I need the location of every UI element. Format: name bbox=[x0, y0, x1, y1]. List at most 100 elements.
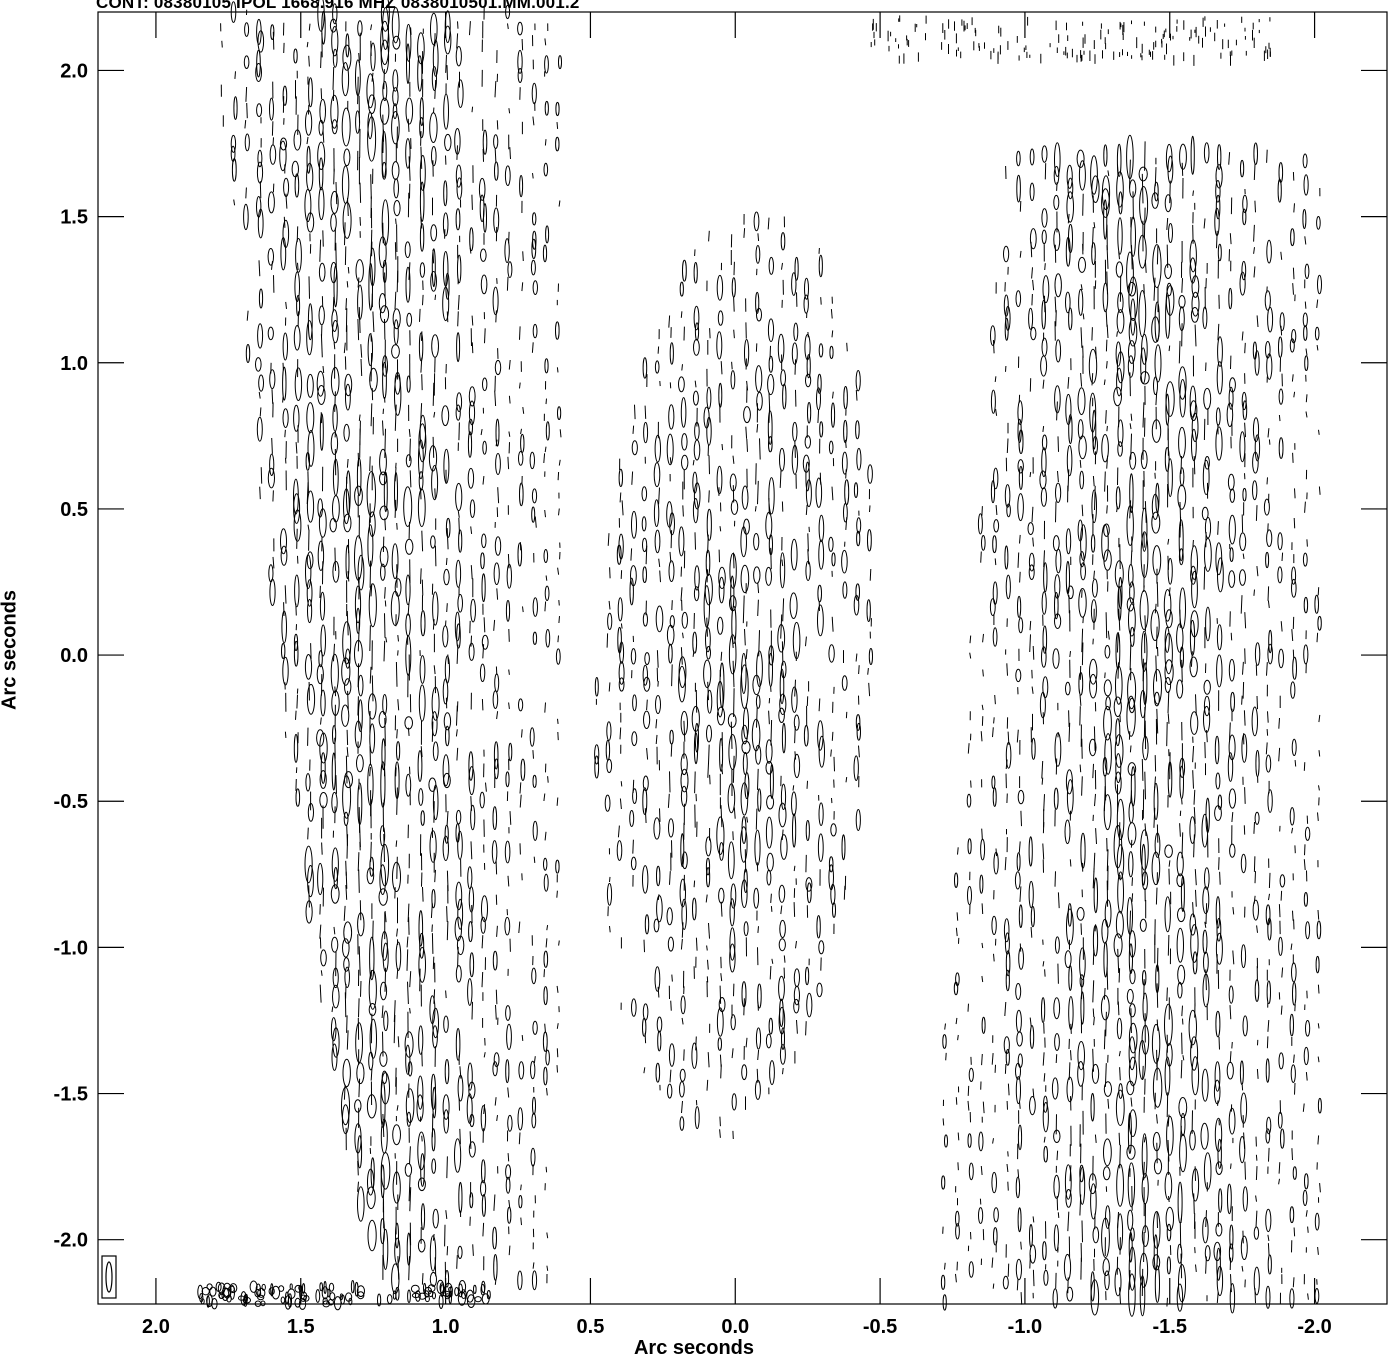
contour-segment bbox=[957, 847, 959, 855]
contour-ellipse bbox=[740, 826, 748, 863]
contour-ellipse bbox=[391, 344, 400, 359]
contour-ellipse bbox=[378, 888, 388, 906]
contour-segment bbox=[483, 617, 486, 633]
contour-ellipse bbox=[1165, 295, 1171, 339]
contour-ellipse bbox=[680, 995, 686, 1015]
contour-ellipse bbox=[417, 1075, 424, 1110]
contour-segment bbox=[557, 635, 559, 643]
contour-segment bbox=[544, 139, 547, 146]
contour-ellipse bbox=[779, 668, 785, 705]
contour-ellipse bbox=[1103, 705, 1112, 741]
contour-segment bbox=[669, 871, 671, 885]
contour-segment bbox=[706, 1079, 709, 1091]
contour-ellipse bbox=[1229, 1283, 1236, 1314]
contour-segment bbox=[470, 841, 473, 860]
contour-ellipse bbox=[1291, 738, 1297, 757]
contour-ellipse bbox=[1004, 932, 1010, 955]
contour-ellipse bbox=[282, 366, 287, 401]
contour-segment bbox=[1203, 566, 1206, 590]
contour-ellipse bbox=[1128, 851, 1134, 878]
contour-segment bbox=[1156, 1019, 1159, 1031]
contour-ellipse bbox=[818, 539, 825, 570]
contour-segment bbox=[420, 746, 423, 758]
contour-ellipse bbox=[1116, 844, 1125, 880]
contour-ellipse bbox=[380, 761, 386, 808]
contour-ellipse bbox=[391, 7, 400, 44]
contour-segment bbox=[457, 511, 460, 518]
contour-ellipse bbox=[269, 453, 275, 476]
contour-segment bbox=[1231, 1041, 1233, 1049]
contour-segment bbox=[617, 825, 620, 838]
contour-ellipse bbox=[1303, 892, 1309, 907]
contour-ellipse bbox=[1217, 557, 1224, 593]
contour-segment bbox=[632, 839, 634, 854]
contour-ellipse bbox=[765, 816, 773, 849]
contour-ellipse bbox=[1189, 619, 1196, 656]
contour-ellipse bbox=[780, 783, 787, 810]
contour-segment bbox=[434, 294, 437, 301]
contour-ellipse bbox=[729, 943, 736, 973]
contour-segment bbox=[1307, 1226, 1309, 1233]
contour-segment bbox=[693, 880, 696, 888]
contour-ellipse bbox=[730, 499, 739, 515]
y-tick-label: 0.5 bbox=[60, 499, 88, 521]
contour-segment bbox=[395, 218, 397, 225]
contour-ellipse bbox=[678, 376, 685, 393]
contour-segment bbox=[756, 1068, 759, 1083]
contour-ellipse bbox=[1189, 816, 1196, 844]
contour-ellipse bbox=[1080, 832, 1086, 869]
contour-segment bbox=[1266, 1036, 1269, 1049]
contour-segment bbox=[284, 731, 287, 738]
contour-ellipse bbox=[1104, 1270, 1110, 1291]
contour-ellipse bbox=[631, 510, 637, 539]
contour-segment bbox=[321, 842, 323, 855]
contour-ellipse bbox=[680, 397, 687, 428]
contour-segment bbox=[707, 959, 709, 970]
contour-segment bbox=[1093, 852, 1096, 873]
contour-segment bbox=[558, 508, 560, 516]
contour-ellipse bbox=[1127, 355, 1135, 378]
contour-ellipse bbox=[1265, 1208, 1272, 1233]
contour-segment bbox=[1116, 632, 1119, 653]
contour-ellipse bbox=[1203, 1152, 1212, 1190]
contour-ellipse bbox=[356, 1285, 365, 1297]
contour-segment bbox=[668, 315, 671, 328]
contour-segment bbox=[1041, 777, 1044, 785]
contour-segment bbox=[1057, 436, 1059, 452]
contour-segment bbox=[855, 653, 858, 662]
contour-ellipse bbox=[1114, 560, 1124, 589]
contour-segment bbox=[520, 1217, 522, 1226]
contour-ellipse bbox=[729, 473, 737, 492]
contour-segment bbox=[981, 704, 984, 711]
contour-segment bbox=[397, 635, 399, 642]
contour-segment bbox=[671, 600, 673, 611]
contour-ellipse bbox=[1178, 1097, 1188, 1118]
contour-ellipse bbox=[740, 664, 749, 710]
contour-ellipse bbox=[1229, 1224, 1234, 1250]
contour-segment bbox=[1305, 348, 1308, 356]
contour-segment bbox=[1055, 501, 1057, 523]
contour-ellipse bbox=[345, 470, 351, 515]
contour-segment bbox=[372, 920, 374, 941]
contour-ellipse bbox=[302, 1283, 306, 1294]
contour-ellipse bbox=[841, 549, 848, 574]
contour-ellipse bbox=[492, 690, 499, 709]
contour-segment bbox=[295, 710, 297, 720]
contour-segment bbox=[445, 54, 447, 73]
contour-segment bbox=[434, 488, 436, 499]
contour-ellipse bbox=[841, 451, 848, 475]
contour-ellipse bbox=[1129, 581, 1135, 604]
contour-segment bbox=[1218, 1036, 1220, 1050]
contour-segment bbox=[1043, 794, 1045, 812]
contour-ellipse bbox=[505, 1059, 510, 1084]
contour-segment bbox=[432, 249, 435, 264]
contour-segment bbox=[1004, 856, 1007, 871]
contour-ellipse bbox=[442, 625, 449, 648]
contour-ellipse bbox=[420, 810, 425, 826]
contour-segment bbox=[333, 643, 335, 662]
contour-segment bbox=[320, 970, 323, 976]
x-tick-label: 1.0 bbox=[432, 1316, 460, 1338]
contour-segment bbox=[831, 616, 834, 632]
contour-ellipse bbox=[518, 451, 524, 466]
contour-segment bbox=[1304, 501, 1306, 513]
